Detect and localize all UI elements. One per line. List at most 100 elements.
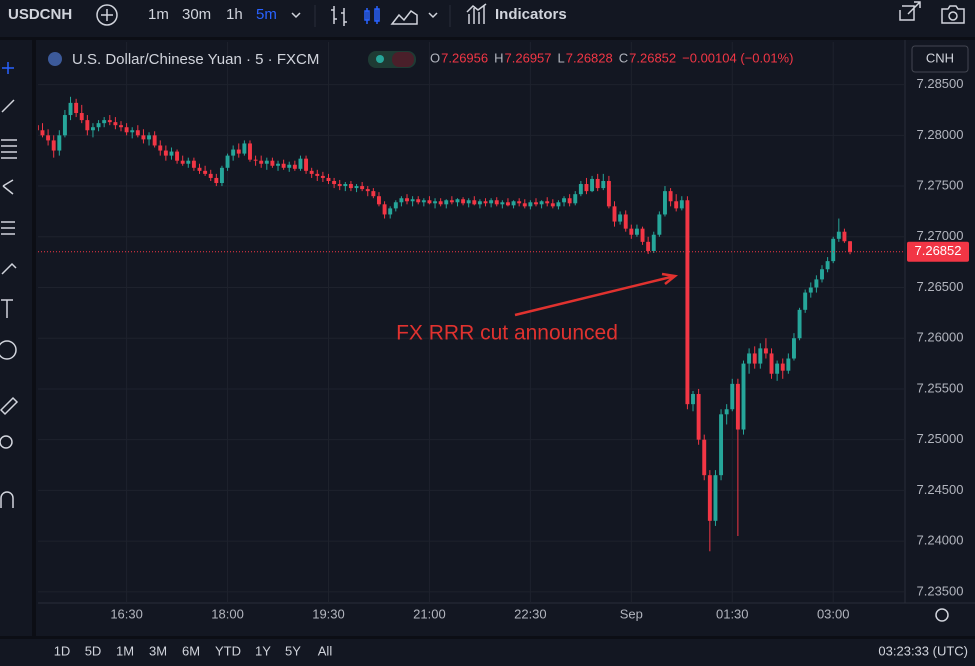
interval[interactable]: 1h [226,6,243,23]
candle-body [135,130,140,136]
forecast-tool[interactable] [1,221,15,235]
candle-body [556,202,561,207]
range-button[interactable]: 1D [54,643,71,658]
candle-body [601,180,606,189]
currency[interactable]: CNH [926,50,954,65]
candle-body [270,160,275,166]
candle-body [169,151,174,156]
candle-body [410,199,415,202]
candle-body [191,160,196,168]
candle-body [298,158,303,169]
zoom-tool[interactable] [0,435,13,449]
interval[interactable]: 30m [182,6,211,23]
candle-body [646,241,651,251]
candle-body [786,358,791,371]
candle-body [449,200,454,203]
area-icon[interactable] [390,9,418,25]
camera-icon[interactable] [941,5,965,24]
candle-body [382,204,387,215]
candle-body [842,231,847,242]
candle-body [186,160,191,164]
candle-body [348,184,353,189]
candle-body [236,149,241,154]
candle-body [623,214,628,229]
chevron[interactable] [291,12,301,19]
flag-icon [48,52,62,66]
candle-body [309,170,314,174]
candle-body [377,196,381,205]
trendline-tool[interactable] [1,99,15,113]
bars-icon[interactable] [331,6,347,26]
annotation-arrow [514,272,679,317]
candle-body [539,201,544,205]
range-button[interactable]: YTD [215,643,241,658]
currency-button[interactable] [911,45,969,73]
candle-body [707,475,712,521]
candle-body [629,228,634,235]
candle-body [113,122,118,126]
ruler-tool[interactable] [0,396,19,416]
indicators-button[interactable]: Indicators [495,6,567,23]
candles-icon[interactable] [364,6,380,24]
candle-body [180,160,185,164]
crosshair-tool[interactable] [2,62,14,74]
range-button[interactable]: 1Y [255,643,271,658]
candle-body [203,170,208,174]
y-tick-label: 7.24000 [917,533,964,548]
y-tick-label: 7.28500 [917,76,964,91]
candle-body [528,202,533,207]
candle-body [685,200,690,405]
range-button[interactable]: 1M [116,643,134,658]
candle-body [791,338,796,359]
range-button[interactable]: 5D [85,643,102,658]
emoji-tool[interactable] [0,340,17,360]
indicators-icon[interactable] [466,3,487,24]
candle-body [461,199,466,204]
interval-active[interactable]: 5m [256,6,277,23]
candle-body [803,292,808,310]
candle-body [360,186,365,190]
range-button[interactable]: All [318,643,333,658]
chevron[interactable] [428,12,438,19]
pattern-tool[interactable] [2,179,14,195]
candle-body [517,201,522,204]
range-button[interactable]: 5Y [285,643,301,658]
brush-tool[interactable] [1,262,17,275]
symbol[interactable]: USDCNH [8,6,72,23]
interval[interactable]: 1m [148,6,169,23]
candle-body [651,234,656,251]
top-toolbar [0,0,975,37]
candle-body [219,167,224,184]
candle-body [735,383,740,430]
candle-body [214,177,219,184]
candle-body [399,198,404,203]
candle-body [489,200,494,204]
fullscreen-icon[interactable] [899,1,921,21]
candle-body [562,198,566,203]
range-button[interactable]: 6M [182,643,200,658]
candle-body [578,184,583,195]
candle-body [550,203,555,207]
magnet-tool[interactable] [0,491,14,508]
candle-body [584,184,589,192]
add-symbol[interactable] [96,4,118,26]
annotation: FX RRR cut announced [396,322,618,345]
candle-body [124,127,129,133]
y-tick-label: 7.27000 [917,228,964,243]
candle-body [85,120,90,131]
candle-body [62,115,67,136]
candle-body [500,202,505,205]
fib-tool[interactable] [1,139,17,159]
ohlc-key: L [558,50,565,65]
ohlc-key: C [619,50,628,65]
candle-body [820,269,824,280]
settings-icon[interactable] [935,608,949,622]
candle-body [158,145,163,151]
x-tick-label: 01:30 [716,606,749,621]
candle-body [51,140,56,151]
range-button[interactable]: 3M [149,643,167,658]
market-open-dot [376,55,384,63]
candle-body [248,143,252,160]
candle-body [371,191,376,197]
text-tool[interactable] [1,299,13,318]
